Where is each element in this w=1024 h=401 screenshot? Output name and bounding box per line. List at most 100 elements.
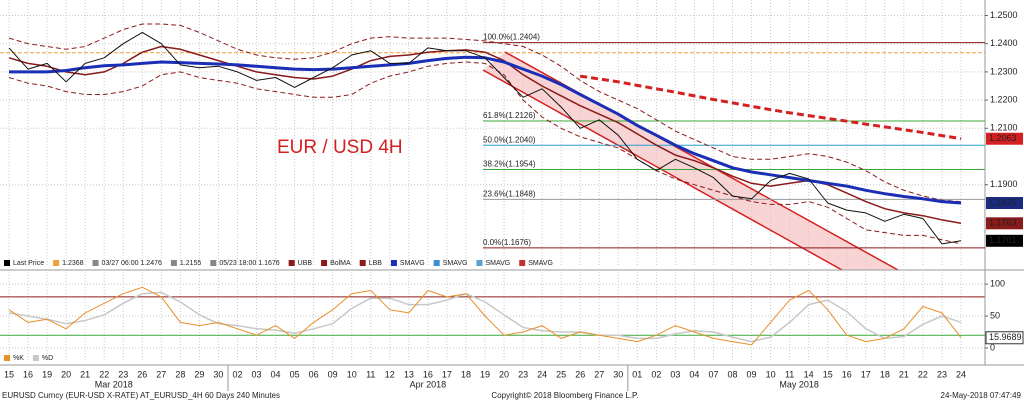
x-tick-label: 18 bbox=[880, 369, 890, 379]
y-tick-label: 1.2500 bbox=[990, 10, 1018, 20]
chart-title: EUR / USD 4H bbox=[277, 137, 403, 158]
x-tick-label: 04 bbox=[689, 369, 699, 379]
legend-swatch bbox=[92, 260, 99, 266]
x-tick-label: 11 bbox=[785, 369, 794, 379]
x-tick-label: 10 bbox=[766, 369, 776, 379]
x-tick-label: 24 bbox=[537, 369, 547, 379]
legend-swatch bbox=[359, 260, 366, 266]
x-tick-label: 05 bbox=[290, 369, 300, 379]
x-tick-label: 26 bbox=[575, 369, 585, 379]
x-tick-label: 11 bbox=[366, 369, 375, 379]
legend-label: %K bbox=[13, 355, 24, 362]
price-tag-label: 1.1835 bbox=[989, 197, 1017, 207]
fib-label: 100.0%(1.2404) bbox=[483, 33, 540, 42]
x-tick-label: 15 bbox=[4, 369, 14, 379]
legend-label: 1.2155 bbox=[180, 260, 202, 267]
x-tick-label: 09 bbox=[328, 369, 338, 379]
x-tick-label: 23 bbox=[118, 369, 128, 379]
x-tick-label: 27 bbox=[156, 369, 166, 379]
x-tick-label: 23 bbox=[518, 369, 528, 379]
x-tick-label: 02 bbox=[651, 369, 661, 379]
series-line bbox=[8, 291, 962, 343]
x-tick-label: 23 bbox=[937, 369, 947, 379]
x-tick-label: 12 bbox=[385, 369, 395, 379]
legend-swatch bbox=[32, 355, 39, 361]
series-line bbox=[8, 31, 962, 245]
x-tick-label: 21 bbox=[80, 369, 90, 379]
legend-label: 1.2368 bbox=[62, 260, 84, 267]
x-tick-label: 20 bbox=[499, 369, 509, 379]
price-tag bbox=[986, 217, 1023, 230]
x-tick-label: 25 bbox=[556, 369, 566, 379]
x-tick-label: 22 bbox=[918, 369, 928, 379]
x-tick-label: 08 bbox=[728, 369, 738, 379]
series-line bbox=[8, 45, 962, 225]
y-tick-label: 50 bbox=[990, 310, 1000, 320]
y-tick-label: 100 bbox=[990, 279, 1005, 289]
x-tick-label: 18 bbox=[461, 369, 471, 379]
legend-label: %D bbox=[42, 355, 53, 362]
price-tag bbox=[985, 331, 1024, 345]
price-tag-label: 15.9689 bbox=[989, 332, 1022, 342]
legend-swatch bbox=[321, 260, 328, 266]
fib-label: 0.0%(1.1676) bbox=[483, 238, 531, 247]
y-tick-label: 0 bbox=[990, 342, 995, 352]
x-tick-label: 16 bbox=[23, 369, 33, 379]
legend-label: 05/23 18:00 1.1676 bbox=[219, 260, 279, 267]
legend-swatch bbox=[390, 260, 397, 266]
price-tag bbox=[986, 197, 1023, 210]
month-label: Mar 2018 bbox=[95, 379, 133, 389]
x-tick-label: 19 bbox=[480, 369, 490, 379]
legend-swatch bbox=[53, 260, 60, 266]
legend-swatch bbox=[4, 260, 10, 266]
y-tick-label: 1.2100 bbox=[990, 123, 1018, 133]
x-tick-label: 14 bbox=[804, 369, 814, 379]
footer-center: Copyright© 2018 Bloomberg Finance L.P. bbox=[491, 391, 638, 400]
y-tick-label: 1.1900 bbox=[990, 179, 1018, 189]
fib-label: 50.0%(1.2040) bbox=[483, 135, 536, 144]
series-line bbox=[8, 23, 962, 203]
x-tick-label: 17 bbox=[442, 369, 452, 379]
x-tick-label: 16 bbox=[423, 369, 433, 379]
legend-swatch bbox=[210, 260, 217, 266]
x-tick-label: 19 bbox=[42, 369, 52, 379]
price-tag-label: 1.1701 bbox=[989, 235, 1017, 245]
legend-label: Last Price bbox=[13, 260, 44, 267]
y-tick-label: 1.2400 bbox=[990, 38, 1018, 48]
legend-label: BolMA bbox=[330, 260, 351, 267]
x-tick-label: 01 bbox=[632, 369, 642, 379]
x-tick-label: 16 bbox=[842, 369, 852, 379]
legend-swatch bbox=[4, 355, 10, 361]
fib-label: 38.2%(1.1954) bbox=[483, 160, 536, 169]
price-tag bbox=[986, 234, 1023, 247]
x-tick-label: 28 bbox=[175, 369, 185, 379]
x-tick-label: 06 bbox=[309, 369, 319, 379]
x-tick-label: 15 bbox=[823, 369, 833, 379]
x-tick-label: 22 bbox=[99, 369, 109, 379]
channel-lower bbox=[482, 69, 843, 271]
x-tick-label: 03 bbox=[670, 369, 680, 379]
legend-swatch bbox=[476, 260, 483, 266]
x-tick-label: 10 bbox=[347, 369, 357, 379]
x-tick-label: 09 bbox=[747, 369, 757, 379]
x-tick-label: 04 bbox=[271, 369, 281, 379]
y-tick-label: 1.2300 bbox=[990, 66, 1018, 76]
price-tag-label: 1.1763 bbox=[989, 218, 1017, 228]
price-tag-label: 1.2063 bbox=[989, 133, 1017, 143]
x-tick-label: 03 bbox=[252, 369, 262, 379]
footer-right: 24-May-2018 07:47:49 bbox=[941, 391, 1022, 400]
legend-swatch bbox=[170, 260, 177, 266]
legend-label: SMAVG bbox=[485, 260, 510, 267]
x-tick-label: 26 bbox=[137, 369, 147, 379]
legend-label: 03/27 06:00 1.2476 bbox=[102, 260, 162, 267]
legend-label: SMAVG bbox=[528, 260, 553, 267]
x-tick-label: 29 bbox=[194, 369, 204, 379]
y-tick-label: 1.2200 bbox=[990, 94, 1018, 104]
trend-channel bbox=[483, 52, 898, 270]
x-tick-label: 30 bbox=[213, 369, 223, 379]
month-label: Apr 2018 bbox=[410, 379, 447, 389]
x-tick-label: 21 bbox=[899, 369, 909, 379]
legend-swatch bbox=[288, 260, 295, 266]
legend-label: SMAVG bbox=[400, 260, 425, 267]
